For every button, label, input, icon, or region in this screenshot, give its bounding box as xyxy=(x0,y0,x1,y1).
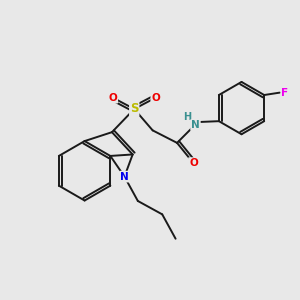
Text: N: N xyxy=(120,172,129,182)
Text: O: O xyxy=(189,158,198,168)
Text: O: O xyxy=(151,93,160,103)
Text: S: S xyxy=(130,103,139,116)
Text: H: H xyxy=(183,112,191,122)
Text: F: F xyxy=(281,88,289,98)
Text: N: N xyxy=(191,120,200,130)
Text: O: O xyxy=(109,93,117,103)
